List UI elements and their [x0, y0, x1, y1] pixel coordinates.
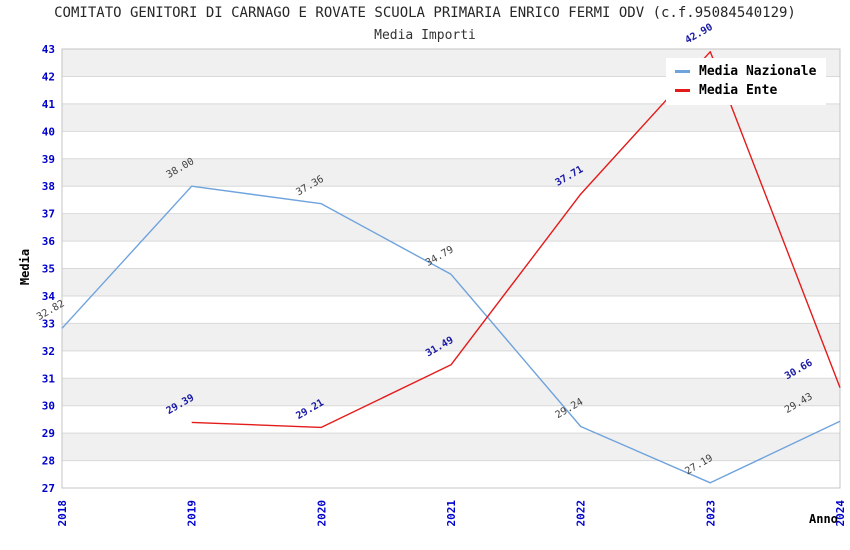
series-line-1 — [191, 51, 841, 429]
y-tick-label: 33 — [42, 317, 55, 330]
y-axis-label: Media — [18, 248, 33, 286]
chart-subtitle: Media Importi — [374, 28, 476, 43]
x-tick-label: 2024 — [834, 500, 847, 527]
legend-item-media-nazionale: Media Nazionale — [675, 62, 816, 81]
y-tick-label: 41 — [42, 98, 56, 111]
plot-band — [62, 213, 840, 242]
series-line-0 — [61, 185, 841, 484]
legend-label-media-ente: Media Ente — [699, 83, 778, 98]
x-axis-label: Anno — [809, 512, 838, 526]
y-tick-label: 42 — [42, 70, 55, 83]
data-label: 42.90 — [683, 22, 715, 47]
y-tick-label: 30 — [42, 400, 55, 413]
y-tick-label: 38 — [42, 180, 55, 193]
y-tick-label: 31 — [42, 372, 56, 385]
y-tick-label: 43 — [42, 43, 55, 56]
y-tick-label: 34 — [42, 290, 56, 303]
x-tick-label: 2022 — [575, 500, 588, 527]
y-tick-label: 27 — [42, 482, 55, 495]
plot-band — [62, 103, 840, 132]
legend: Media Nazionale Media Ente — [666, 58, 827, 105]
legend-label-media-nazionale: Media Nazionale — [699, 64, 817, 79]
y-tick-label: 36 — [42, 235, 56, 248]
x-tick-label: 2021 — [445, 500, 458, 527]
y-tick-label: 40 — [42, 125, 55, 138]
chart-title: COMITATO GENITORI DI CARNAGO E ROVATE SC… — [54, 5, 796, 21]
data-label: 34.79 — [424, 244, 456, 269]
plot-band — [62, 268, 840, 296]
plot-band — [62, 323, 840, 351]
y-tick-label: 35 — [42, 263, 55, 276]
x-tick-label: 2019 — [186, 500, 199, 527]
x-tick-label: 2020 — [315, 500, 328, 527]
x-tick-label: 2018 — [56, 500, 69, 527]
y-tick-label: 39 — [42, 153, 55, 166]
y-tick-label: 32 — [42, 345, 55, 358]
x-tick-label: 2023 — [704, 500, 717, 527]
plot-band — [62, 378, 840, 406]
legend-item-media-ente: Media Ente — [675, 81, 816, 100]
y-tick-label: 37 — [42, 208, 55, 221]
y-tick-label: 28 — [42, 455, 55, 468]
plot-border — [61, 48, 841, 489]
y-tick-label: 29 — [42, 427, 55, 440]
legend-swatch-media-ente — [675, 89, 690, 92]
plot-band — [62, 158, 840, 187]
legend-swatch-media-nazionale — [675, 70, 690, 73]
plot-band — [62, 433, 840, 461]
